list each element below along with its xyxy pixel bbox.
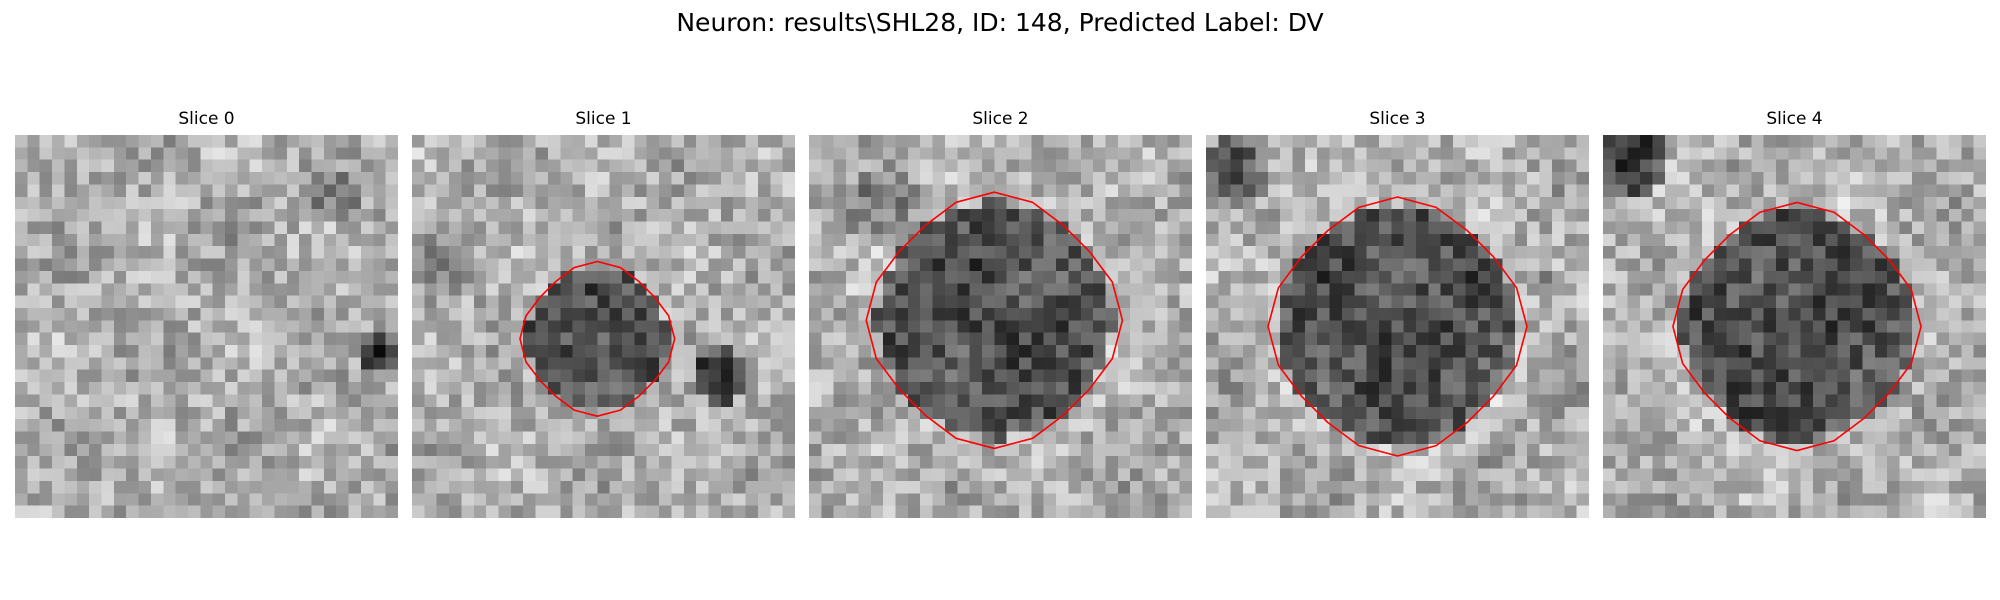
slice-image — [15, 135, 398, 518]
slice-title: Slice 3 — [1369, 109, 1426, 129]
cell-contour — [519, 260, 676, 417]
slice-title: Slice 1 — [575, 109, 632, 129]
slice-image — [809, 135, 1192, 518]
cell-contour — [1267, 196, 1528, 457]
slice-image — [1206, 135, 1589, 518]
slice-image — [1603, 135, 1986, 518]
figure-title: Neuron: results\SHL28, ID: 148, Predicte… — [676, 8, 1324, 37]
slice-title: Slice 4 — [1766, 109, 1823, 129]
cell-contour — [865, 191, 1124, 450]
slice-image — [412, 135, 795, 518]
slice-title: Slice 2 — [972, 109, 1029, 129]
cell-contour — [1672, 201, 1922, 452]
slice-title: Slice 0 — [178, 109, 235, 129]
